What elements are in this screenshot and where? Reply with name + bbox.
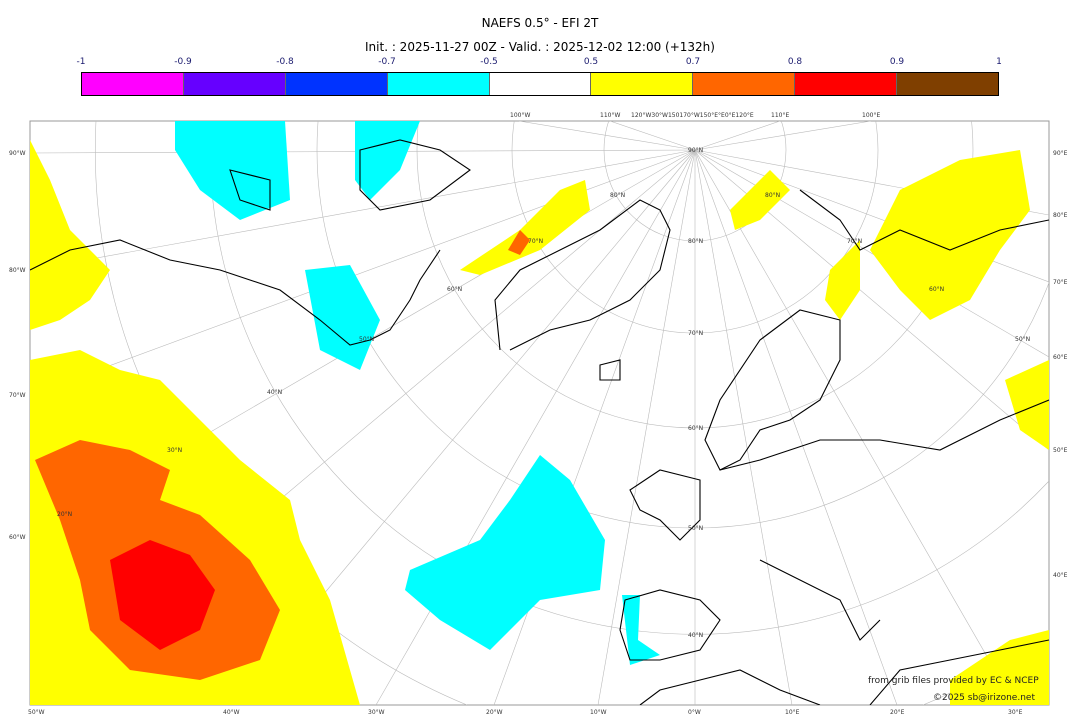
left-label: 60°W xyxy=(9,534,26,541)
bottom-label: 40°W xyxy=(223,709,240,716)
warm-anomaly-red xyxy=(110,540,215,650)
colorbar-tick-label: 0.8 xyxy=(787,57,803,67)
colorbar-tick-label: -0.8 xyxy=(276,57,294,67)
bottom-label: 20°W xyxy=(486,709,503,716)
lat-label: 60°N xyxy=(447,286,462,293)
colorbar-tick-label: -1 xyxy=(76,57,86,67)
right-label: 40°E xyxy=(1053,572,1068,579)
colorbar xyxy=(81,72,999,96)
right-label: 70°E xyxy=(1053,279,1068,286)
colorbar-tick-label: -0.9 xyxy=(174,57,192,67)
warm-anomaly-orange-greenland xyxy=(508,230,530,255)
warm-anomaly-yellow-scandinavia xyxy=(825,240,860,320)
map-subtitle: Init. : 2025-11-27 00Z - Valid. : 2025-1… xyxy=(365,40,715,54)
colorbar-segment xyxy=(285,73,388,95)
colorbar-tick-label: 1 xyxy=(996,57,1002,67)
bottom-label: 50°W xyxy=(28,709,45,716)
lat-label: 80°N xyxy=(765,192,780,199)
lat-label: 20°N xyxy=(57,511,72,518)
bottom-label: 0°W xyxy=(688,709,701,716)
warm-anomaly-yellow-nw xyxy=(30,140,110,330)
right-label: 50°E xyxy=(1053,447,1068,454)
warm-anomaly-yellow-siberia xyxy=(870,150,1030,320)
coastlines xyxy=(30,139,1049,705)
lat-label: 50°N xyxy=(1015,336,1030,343)
lat-label: 50°N xyxy=(688,525,703,532)
bottom-label: 10°W xyxy=(590,709,607,716)
lat-label: 90°N xyxy=(688,147,703,154)
lat-label: 60°N xyxy=(688,425,703,432)
cold-anomaly-cyan-iberia xyxy=(622,595,660,665)
source-credit: from grib files provided by EC & NCEP xyxy=(868,676,1039,686)
bottom-label: 30°E xyxy=(1008,709,1023,716)
lat-label: 80°N xyxy=(610,192,625,199)
lat-label: 70°N xyxy=(847,238,862,245)
cold-anomaly-cyan-hudson xyxy=(305,265,380,370)
colorbar-tick-label: -0.7 xyxy=(378,57,396,67)
lat-label: 50°N xyxy=(359,336,374,343)
colorbar-tick-label: 0.7 xyxy=(685,57,701,67)
lat-label: 40°N xyxy=(688,632,703,639)
top-label: 110°E xyxy=(771,112,789,119)
colorbar-tick-label: 0.9 xyxy=(889,57,905,67)
lat-label: 70°N xyxy=(688,330,703,337)
lat-label: 80°N xyxy=(688,238,703,245)
right-label: 80°E xyxy=(1053,212,1068,219)
left-label: 70°W xyxy=(9,392,26,399)
bottom-label: 10°E xyxy=(785,709,800,716)
top-label: 100°E xyxy=(862,112,880,119)
top-label: 110°W xyxy=(600,112,620,119)
colorbar-segment xyxy=(183,73,286,95)
axis-labels: 100°W 110°W 120°W30°W150170°W150°E°E0°E1… xyxy=(9,112,1068,716)
right-label: 60°E xyxy=(1053,354,1068,361)
lat-label: 40°N xyxy=(267,389,282,396)
colorbar-segment xyxy=(897,73,999,95)
colorbar-segment xyxy=(591,73,694,95)
top-label: 120°W30°W150170°W150°E°E0°E120°E xyxy=(631,112,754,119)
map-title: NAEFS 0.5° - EFI 2T xyxy=(481,16,599,30)
colorbar-segment xyxy=(387,73,490,95)
right-label: 90°E xyxy=(1053,150,1068,157)
colorbar-segment xyxy=(82,73,184,95)
bottom-label: 30°W xyxy=(368,709,385,716)
colorbar-segment xyxy=(693,73,796,95)
lat-label: 70°N xyxy=(528,238,543,245)
warm-anomaly-yellow-greenland xyxy=(460,180,590,275)
lat-label: 60°N xyxy=(929,286,944,293)
cold-anomaly-cyan-atlantic xyxy=(405,455,605,650)
colorbar-tick-label: -0.5 xyxy=(480,57,498,67)
lat-label: 30°N xyxy=(167,447,182,454)
warm-anomaly-yellow-arctic xyxy=(730,170,790,230)
bottom-label: 20°E xyxy=(890,709,905,716)
warm-anomaly-yellow-east xyxy=(1005,360,1049,450)
warm-anomaly-yellow-southeast xyxy=(950,630,1049,705)
colorbar-tick-label: 0.5 xyxy=(583,57,599,67)
colorbar-segment xyxy=(795,73,898,95)
colorbar-segment xyxy=(489,73,592,95)
left-label: 90°W xyxy=(9,150,26,157)
top-label: 100°W xyxy=(510,112,530,119)
copyright: ©2025 sb@irizone.net xyxy=(933,693,1035,703)
left-label: 80°W xyxy=(9,267,26,274)
